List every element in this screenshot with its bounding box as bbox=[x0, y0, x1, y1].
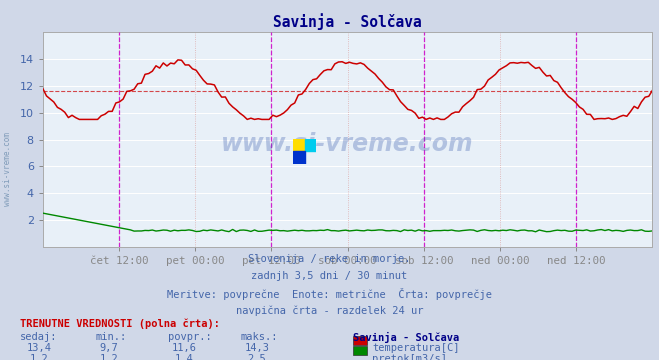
Bar bbox=[304, 139, 316, 151]
Text: 14,3: 14,3 bbox=[244, 343, 270, 353]
Text: 13,4: 13,4 bbox=[27, 343, 52, 353]
Text: temperatura[C]: temperatura[C] bbox=[372, 343, 460, 353]
Text: 2,5: 2,5 bbox=[248, 354, 266, 360]
Text: www.si-vreme.com: www.si-vreme.com bbox=[221, 132, 474, 156]
Title: Savinja - Solčava: Savinja - Solčava bbox=[273, 13, 422, 30]
Text: 1,2: 1,2 bbox=[30, 354, 49, 360]
Text: Meritve: povprečne  Enote: metrične  Črta: povprečje: Meritve: povprečne Enote: metrične Črta:… bbox=[167, 288, 492, 300]
Text: maks.:: maks.: bbox=[241, 332, 278, 342]
Bar bbox=[293, 139, 304, 151]
Text: 9,7: 9,7 bbox=[100, 343, 118, 353]
Bar bbox=[293, 151, 304, 164]
Text: zadnjh 3,5 dni / 30 minut: zadnjh 3,5 dni / 30 minut bbox=[251, 271, 408, 281]
Text: sedaj:: sedaj: bbox=[20, 332, 57, 342]
Text: Savinja - Solčava: Savinja - Solčava bbox=[353, 332, 459, 343]
Bar bbox=[304, 151, 316, 164]
Text: 11,6: 11,6 bbox=[172, 343, 197, 353]
Text: www.si-vreme.com: www.si-vreme.com bbox=[3, 132, 13, 206]
Text: navpična črta - razdelek 24 ur: navpična črta - razdelek 24 ur bbox=[236, 306, 423, 316]
Text: povpr.:: povpr.: bbox=[168, 332, 212, 342]
Text: min.:: min.: bbox=[96, 332, 127, 342]
Text: pretok[m3/s]: pretok[m3/s] bbox=[372, 354, 447, 360]
Text: Slovenija / reke in morje.: Slovenija / reke in morje. bbox=[248, 254, 411, 264]
Text: 1,4: 1,4 bbox=[175, 354, 194, 360]
Text: 1,2: 1,2 bbox=[100, 354, 118, 360]
Text: TRENUTNE VREDNOSTI (polna črta):: TRENUTNE VREDNOSTI (polna črta): bbox=[20, 319, 219, 329]
